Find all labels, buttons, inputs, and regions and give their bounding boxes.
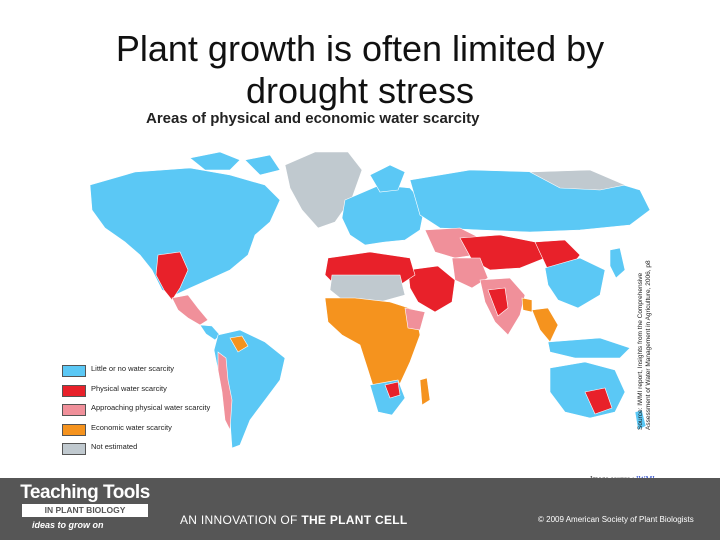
legend-label: Little or no water scarcity xyxy=(91,364,174,373)
copyright-text: © 2009 American Society of Plant Biologi… xyxy=(538,515,694,524)
horn-of-africa-region xyxy=(404,307,426,331)
australia-southeast-region xyxy=(584,387,613,415)
legend-swatch-economic-scarcity xyxy=(62,423,86,436)
legend-swatch-physical-scarcity xyxy=(62,384,86,397)
teaching-tools-logo: Teaching Tools IN PLANT BIOLOGY ideas to… xyxy=(18,482,152,536)
indonesia-region xyxy=(547,337,631,359)
innovation-tagline: AN INNOVATION OF THE PLANT CELL xyxy=(180,513,408,527)
arabia-region xyxy=(407,265,456,313)
legend-label: Physical water scarcity xyxy=(91,383,167,393)
legend-swatch-approaching-scarcity xyxy=(62,404,86,416)
south-africa-physical-region xyxy=(384,381,401,399)
innovation-journal: THE PLANT CELL xyxy=(301,513,408,527)
arctic-islands-region xyxy=(189,151,281,176)
logo-tagline: ideas to grow on xyxy=(32,520,104,530)
map-legend: Little or no water scarcity Physical wat… xyxy=(62,363,232,461)
logo-title: Teaching Tools xyxy=(20,482,150,503)
slide-title-line2: drought stress xyxy=(245,70,475,111)
australia-region xyxy=(549,361,626,419)
legend-item-approaching-scarcity: Approaching physical water scarcity xyxy=(62,402,232,419)
russia-region xyxy=(409,169,651,233)
iran-region xyxy=(451,257,489,289)
mexico-region xyxy=(171,294,209,326)
slide-title: Plant growth is often limited by drought… xyxy=(60,28,660,112)
bangladesh-region xyxy=(521,297,533,313)
legend-label: Approaching physical water scarcity xyxy=(91,403,211,412)
slide-title-line1: Plant growth is often limited by xyxy=(115,28,605,69)
legend-item-not-estimated: Not estimated xyxy=(62,441,232,458)
scandinavia-region xyxy=(369,164,406,193)
legend-label: Not estimated xyxy=(91,442,138,451)
legend-swatch-not-estimated xyxy=(62,443,86,455)
innovation-prefix: AN INNOVATION OF xyxy=(180,513,302,527)
madagascar-region xyxy=(419,377,431,406)
map-source-note: Source: IWMI report, Insights from the C… xyxy=(637,260,652,430)
legend-label: Economic water scarcity xyxy=(91,422,172,432)
legend-item-little-scarcity: Little or no water scarcity xyxy=(62,363,232,380)
us-southwest-region xyxy=(155,251,189,301)
japan-region xyxy=(609,247,626,279)
logo-subtitle: IN PLANT BIOLOGY xyxy=(22,504,148,517)
southeast-asia-region xyxy=(531,307,559,343)
russia-northeast-region xyxy=(528,169,627,191)
north-america-region xyxy=(89,167,281,296)
east-asia-region xyxy=(544,257,606,309)
europe-region xyxy=(341,184,426,246)
new-zealand-region xyxy=(634,409,647,431)
world-water-scarcity-map xyxy=(89,151,651,449)
map-title: Areas of physical and economic water sca… xyxy=(146,110,480,127)
legend-item-economic-scarcity: Economic water scarcity xyxy=(62,422,232,439)
legend-swatch-little-scarcity xyxy=(62,365,86,377)
andes-region xyxy=(217,351,233,432)
india-physical-region xyxy=(487,287,509,317)
footer-bar: Teaching Tools IN PLANT BIOLOGY ideas to… xyxy=(0,478,720,540)
south-america-economic-region xyxy=(229,335,249,353)
legend-item-physical-scarcity: Physical water scarcity xyxy=(62,383,232,400)
